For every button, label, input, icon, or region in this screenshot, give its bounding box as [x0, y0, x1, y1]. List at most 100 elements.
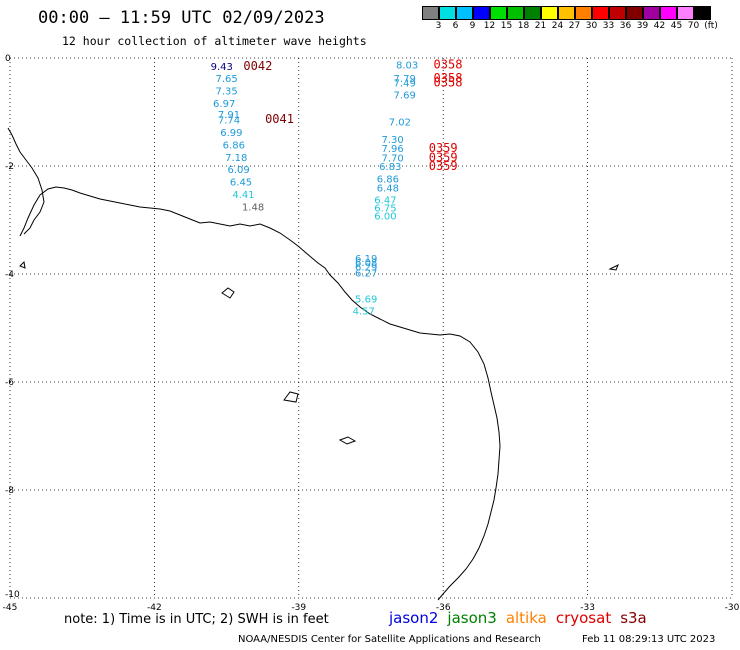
legend-swatch: [490, 6, 507, 20]
lon-tick-label: -39: [291, 603, 306, 613]
pass-time-label: 0359: [429, 141, 458, 155]
wave-height-value: 6.45: [230, 178, 252, 189]
wave-height-value: 6.75: [374, 204, 396, 215]
wave-height-value: 6.83: [379, 162, 401, 173]
legend-label: 45: [670, 21, 683, 31]
legend-swatch: [473, 6, 490, 20]
satellite-altika: altika: [505, 609, 547, 627]
legend-label: 70: [687, 21, 700, 31]
wave-height-value: 8.03: [396, 60, 418, 71]
satellite-jason2: jason2: [389, 609, 439, 627]
satellite-legend: jason2 jason3 altika cryosat s3a: [389, 609, 656, 627]
map-title: 00:00 – 11:59 UTC 02/09/2023: [38, 8, 325, 28]
wave-height-value: 6.19: [355, 254, 377, 265]
legend-label: 39: [636, 21, 649, 31]
lat-tick-label: -6: [5, 378, 14, 388]
wave-height-value: 5.69: [355, 294, 377, 305]
wave-height-value: 7.02: [389, 118, 411, 129]
legend-label: 9: [469, 21, 476, 31]
legend-unit: (ft): [704, 21, 718, 31]
lat-tick-label: 0: [5, 54, 11, 64]
legend-label: 18: [517, 21, 530, 31]
brazil-coastline: [19, 186, 501, 601]
lat-tick-label: -10: [5, 590, 20, 600]
wave-height-value: 7.65: [215, 74, 237, 85]
wave-height-value: 7.35: [215, 86, 237, 97]
wave-height-value: 7.74: [218, 116, 240, 127]
pass-time-label: 0358: [434, 71, 463, 85]
wave-height-value: 6.99: [220, 128, 242, 139]
legend-swatch: [660, 6, 677, 20]
coastline: [7, 127, 619, 601]
credit-line: NOAA/NESDIS Center for Satellite Applica…: [238, 634, 541, 645]
pass-time-label: 0042: [243, 59, 272, 73]
footer-note: note: 1) Time is in UTC; 2) SWH is in fe…: [64, 612, 329, 627]
legend-label: 30: [585, 21, 598, 31]
wave-height-value: 6.29: [355, 262, 377, 273]
legend-label: 24: [551, 21, 564, 31]
legend-label: 27: [568, 21, 581, 31]
satellite-cryosat: cryosat: [555, 609, 612, 627]
lon-tick-label: -42: [147, 603, 162, 613]
legend-label: 33: [602, 21, 615, 31]
wave-height-value: 6.86: [223, 140, 245, 151]
lat-lon-grid: -45 -42 -39 -36 -33 -30 0 -2 -4 -6 -8 -10: [3, 54, 740, 613]
legend-swatch: [609, 6, 626, 20]
legend-swatch: [677, 6, 694, 20]
legend-label: 12: [483, 21, 496, 31]
legend-label: 36: [619, 21, 632, 31]
legend-swatch: [422, 6, 439, 20]
legend-label: 6: [452, 21, 459, 31]
pass-time-label: 0359: [429, 159, 458, 173]
lon-tick-label: -33: [580, 603, 595, 613]
wave-height-value: 6.48: [377, 184, 399, 195]
wave-height-value: 7.69: [394, 91, 416, 102]
wave-height-value: 1.48: [242, 203, 264, 214]
legend-swatch: [626, 6, 643, 20]
lat-tick-label: -2: [5, 162, 14, 172]
pass-time-label: 0358: [434, 75, 463, 89]
legend-swatch: [575, 6, 592, 20]
wave-height-value: 7.96: [382, 144, 404, 155]
wave-height-observations: 9.437.657.356.977.917.746.996.867.186.09…: [211, 60, 419, 317]
legend-swatch: [541, 6, 558, 20]
wave-height-value: 6.00: [374, 212, 396, 223]
generated-timestamp: Feb 11 08:29:13 UTC 2023: [582, 634, 716, 645]
legend-swatch: [558, 6, 575, 20]
legend-swatch: [643, 6, 660, 20]
satellite-jason3: jason3: [447, 609, 497, 627]
wave-height-value: 7.49: [394, 78, 416, 89]
pass-time-label: 0041: [265, 112, 294, 126]
island-fragment-1: [221, 287, 235, 299]
wave-height-value: 7.18: [225, 153, 247, 164]
lat-tick-label: -8: [5, 486, 14, 496]
wave-height-value: 6.86: [377, 174, 399, 185]
wave-height-value: 7.79: [394, 74, 416, 85]
coastline-northwest-fragment: [7, 127, 45, 235]
wave-height-value: 9.43: [211, 62, 233, 73]
wave-height-value: 6.27: [355, 268, 377, 279]
wave-height-value: 6.47: [374, 195, 396, 206]
wave-height-value: 6.09: [228, 165, 250, 176]
map-subtitle: 12 hour collection of altimeter wave hei…: [62, 34, 367, 48]
lat-tick-label: -4: [5, 270, 14, 280]
lon-tick-label: -30: [725, 603, 740, 613]
island-fragment-3: [338, 436, 357, 445]
legend-label: 21: [534, 21, 547, 31]
pass-time-label: 0358: [434, 57, 463, 71]
lon-tick-label: -45: [3, 603, 18, 613]
island-fragment-2: [283, 391, 299, 403]
legend-swatch: [439, 6, 456, 20]
legend-label: 15: [500, 21, 513, 31]
wave-height-value: 6.97: [213, 99, 235, 110]
wave-height-value: 6.08: [355, 258, 377, 269]
wave-height-value: 4.57: [353, 307, 375, 318]
wave-height-value: 7.70: [382, 153, 404, 164]
wave-height-value: 7.30: [382, 135, 404, 146]
legend-swatch: [694, 6, 711, 20]
legend-label: 42: [653, 21, 666, 31]
wave-height-value: 4.41: [232, 190, 254, 201]
legend-swatch: [507, 6, 524, 20]
legend-label: 3: [435, 21, 442, 31]
